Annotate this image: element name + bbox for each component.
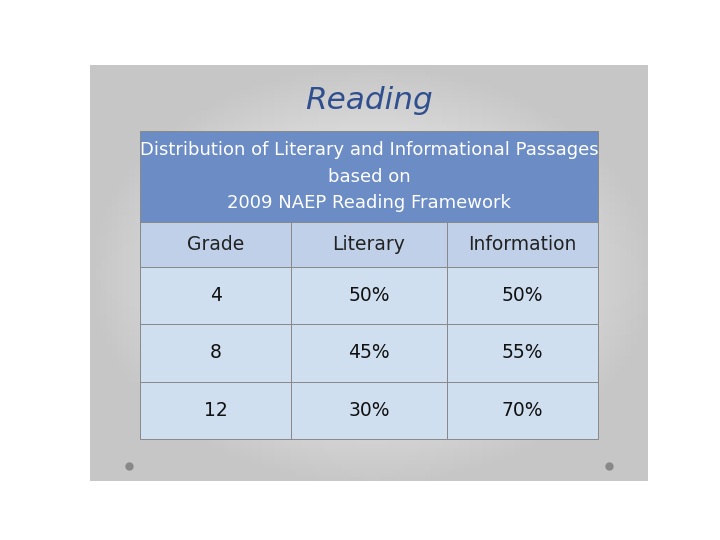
Bar (140, 222, 291, 267)
Text: 12: 12 (204, 401, 228, 420)
Bar (447, 267, 598, 324)
Text: Literary: Literary (333, 235, 405, 254)
Bar (140, 131, 598, 222)
Bar (140, 267, 291, 324)
Bar (291, 222, 447, 267)
Bar (291, 324, 447, 382)
Bar (140, 324, 291, 382)
Bar (140, 382, 291, 439)
Text: 50%: 50% (502, 286, 543, 305)
Bar (447, 382, 598, 439)
Text: Grade: Grade (187, 235, 244, 254)
Text: Distribution of Literary and Informational Passages
based on
2009 NAEP Reading F: Distribution of Literary and Information… (140, 141, 598, 212)
Text: 4: 4 (210, 286, 222, 305)
Text: 50%: 50% (348, 286, 390, 305)
Text: 8: 8 (210, 343, 222, 362)
Text: 55%: 55% (502, 343, 543, 362)
Bar (291, 267, 447, 324)
Text: 70%: 70% (502, 401, 543, 420)
Bar (447, 222, 598, 267)
Text: Reading: Reading (305, 86, 433, 114)
Bar (291, 382, 447, 439)
Text: Information: Information (468, 235, 577, 254)
Bar (447, 324, 598, 382)
Text: 45%: 45% (348, 343, 390, 362)
Text: 30%: 30% (348, 401, 390, 420)
